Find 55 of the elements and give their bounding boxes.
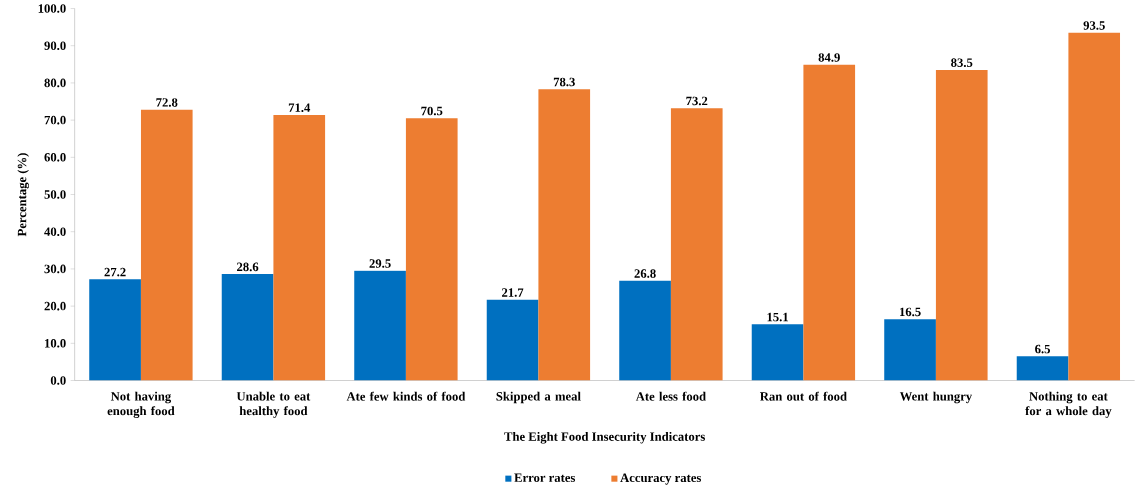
bar — [803, 64, 856, 381]
bar — [486, 299, 539, 381]
data-label: 83.5 — [951, 58, 973, 67]
x-tick-label: Not having enough food — [107, 391, 175, 418]
data-label: 16.5 — [900, 307, 921, 317]
y-tick-label: 40.0 — [44, 227, 66, 236]
data-label: 72.8 — [156, 98, 178, 107]
bar — [884, 319, 936, 381]
bar — [221, 274, 274, 381]
data-label: 15.1 — [767, 312, 789, 322]
x-axis-title: The Eight Food Insecurity Indicators — [504, 431, 705, 444]
legend-label: Error rates — [514, 473, 576, 482]
data-label: 73.2 — [686, 96, 708, 106]
x-tick-label: Nothing to eat for a whole day — [1025, 391, 1112, 418]
bar — [354, 270, 406, 381]
y-axis-title: Percentage (%) — [17, 153, 29, 237]
y-tick-label: 70.0 — [44, 115, 66, 125]
y-tick-label: 10.0 — [45, 338, 66, 348]
data-label: 29.5 — [369, 259, 391, 268]
bar — [751, 324, 804, 381]
y-tick-label: 90.0 — [44, 41, 66, 50]
bar — [1016, 356, 1069, 381]
x-tick-label: Ate less food — [635, 391, 706, 401]
y-tick-label: 50.0 — [44, 190, 66, 199]
x-tick-label: Skipped a meal — [496, 391, 581, 404]
x-tick-label: Ran out of food — [759, 391, 847, 401]
bar — [140, 109, 193, 381]
y-tick-label: 60.0 — [44, 152, 66, 162]
bar — [935, 69, 988, 381]
y-tick-label: 100.0 — [38, 4, 66, 13]
bar — [89, 279, 141, 381]
data-label: 26.8 — [634, 269, 656, 278]
bar — [538, 89, 591, 381]
legend-label: Accuracy rates — [620, 473, 702, 485]
data-label: 78.3 — [553, 77, 575, 87]
data-label: 93.5 — [1083, 21, 1105, 30]
x-tick-label: Ate few kinds of food — [346, 391, 466, 401]
x-tick-label: Went hungry — [899, 391, 973, 404]
data-label: 28.6 — [237, 262, 259, 272]
data-label: 84.9 — [818, 53, 840, 62]
y-tick-label: 20.0 — [44, 301, 66, 311]
data-label: 27.2 — [104, 267, 126, 277]
bar — [619, 280, 671, 381]
bar — [273, 114, 326, 381]
data-label: 21.7 — [502, 288, 524, 297]
data-label: 71.4 — [288, 103, 311, 112]
bar — [1068, 32, 1121, 381]
data-label: 6.5 — [1035, 344, 1051, 354]
y-tick-label: 80.0 — [44, 78, 66, 88]
y-tick-label: 0.0 — [50, 376, 66, 385]
x-tick-label: Unable to eat healthy food — [236, 391, 311, 418]
bar — [405, 118, 458, 381]
data-label: 70.5 — [421, 106, 443, 116]
bar — [670, 108, 723, 381]
y-tick-label: 30.0 — [44, 264, 66, 274]
